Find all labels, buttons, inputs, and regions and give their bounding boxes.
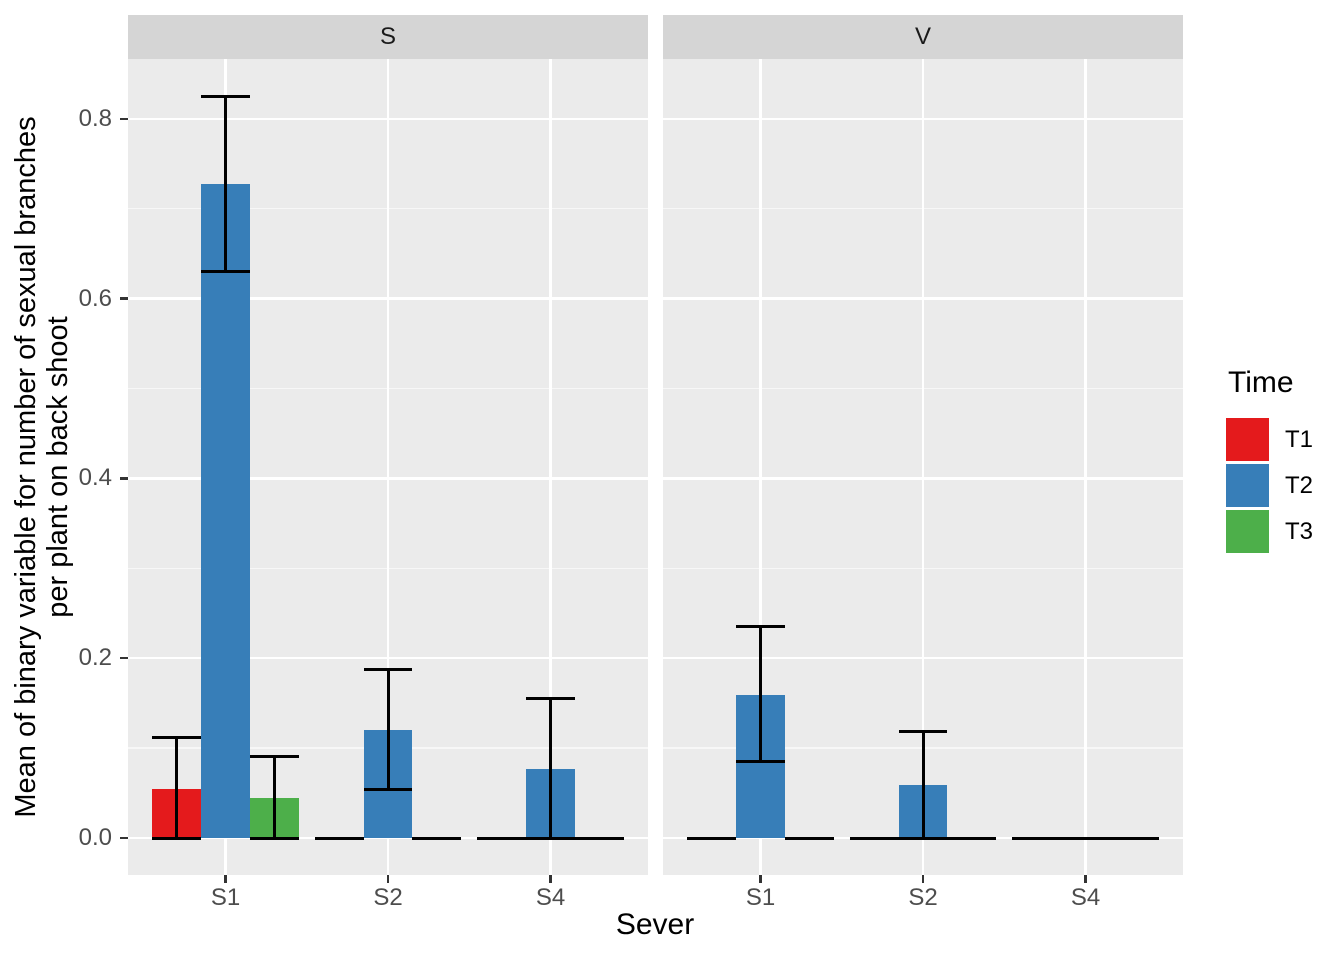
errorbar-s-s1-t1-cap-top xyxy=(152,735,202,739)
x-axis-tick-label: S4 xyxy=(535,884,566,911)
x-axis-tick-mark xyxy=(224,875,227,883)
errorbar-s-s4-t2-cap-top xyxy=(526,697,575,701)
x-axis-tick-label: S2 xyxy=(908,884,938,911)
errorbar-s-s1-t3-line xyxy=(272,756,276,838)
y-axis-tick-label: 0.8 xyxy=(78,104,112,132)
errorbar-s-s4-t2-cap-bottom xyxy=(526,836,575,840)
errorbar-s-s2-t1-cap-bottom xyxy=(314,836,364,840)
legend-title: Time xyxy=(1228,366,1294,399)
y-axis-title-line1: Mean of binary variable for number of se… xyxy=(10,116,42,818)
errorbar-v-s4-t3-cap-bottom xyxy=(1109,836,1159,840)
x-axis-tick-mark xyxy=(759,875,762,883)
legend-label-t1: T1 xyxy=(1285,425,1314,453)
y-axis-tick-label: 0.2 xyxy=(78,644,112,672)
facet-strip-s: S xyxy=(128,15,648,59)
errorbar-s-s2-t3-cap-bottom xyxy=(412,836,462,840)
errorbar-v-s4-t2-cap-bottom xyxy=(1061,836,1110,840)
errorbar-s-s1-t1-line xyxy=(175,737,179,838)
errorbar-s-s1-t2-cap-top xyxy=(201,94,250,98)
errorbar-v-s2-t2-line xyxy=(921,731,925,838)
y-axis-tick-label: 0.4 xyxy=(78,464,112,492)
legend-swatch-t2 xyxy=(1226,464,1269,507)
y-axis-tick-label: 0.0 xyxy=(78,824,112,851)
legend: Time T1 T2 T3 xyxy=(1226,366,1313,556)
x-axis-tick-label: S1 xyxy=(745,884,776,911)
gridline-vertical xyxy=(921,59,925,875)
errorbar-s-s1-t3-cap-top xyxy=(249,754,299,758)
errorbar-s-s2-t2-cap-bottom xyxy=(363,787,413,791)
errorbar-s-s4-t3-cap-bottom xyxy=(574,836,624,840)
facet-panel-s xyxy=(128,59,648,875)
legend-label-t3: T3 xyxy=(1285,517,1314,545)
legend-swatch-t1 xyxy=(1226,418,1269,461)
y-axis-tick-mark xyxy=(120,656,128,660)
y-axis-tick-mark xyxy=(120,297,128,300)
x-axis-tick-label: S1 xyxy=(210,884,241,911)
y-axis-tick-mark xyxy=(120,836,128,840)
errorbar-v-s1-t2-line xyxy=(759,626,762,762)
bar-s-s1-t2 xyxy=(201,184,250,838)
errorbar-v-s1-t2-cap-bottom xyxy=(736,760,785,764)
x-axis-tick-label: S4 xyxy=(1070,884,1101,911)
errorbar-v-s2-t2-cap-bottom xyxy=(898,836,948,840)
gridline-vertical xyxy=(386,59,390,875)
legend-entry-t2: T2 xyxy=(1226,464,1313,507)
errorbar-v-s1-t2-cap-top xyxy=(736,625,785,629)
y-axis-tick-mark xyxy=(120,477,128,480)
errorbar-v-s2-t2-cap-top xyxy=(898,729,948,733)
x-axis-tick-label: S2 xyxy=(373,884,403,911)
x-axis-tick-mark xyxy=(386,875,390,883)
errorbar-s-s1-t2-line xyxy=(224,96,227,272)
legend-label-t2: T2 xyxy=(1285,471,1314,499)
errorbar-v-s2-t3-cap-bottom xyxy=(947,836,997,840)
x-axis-tick-mark xyxy=(921,875,925,883)
errorbar-v-s1-t1-cap-bottom xyxy=(687,836,737,840)
errorbar-s-s1-t1-cap-bottom xyxy=(152,836,202,840)
facet-panel-v xyxy=(663,59,1183,875)
x-axis-tick-mark xyxy=(1084,875,1087,883)
gridline-vertical xyxy=(759,59,762,875)
errorbar-s-s1-t3-cap-bottom xyxy=(249,836,299,840)
errorbar-v-s1-t3-cap-bottom xyxy=(784,836,834,840)
x-axis-tick-mark xyxy=(549,875,552,883)
errorbar-s-s2-t2-cap-top xyxy=(363,668,413,672)
y-axis-tick-label: 0.6 xyxy=(78,284,112,312)
errorbar-v-s4-t1-cap-bottom xyxy=(1012,836,1062,840)
facet-strip-v: V xyxy=(663,15,1183,59)
gridline-vertical xyxy=(1084,59,1087,875)
gridline-vertical xyxy=(549,59,552,875)
errorbar-s-s1-t2-cap-bottom xyxy=(201,270,250,274)
x-axis-title: Sever xyxy=(615,908,695,941)
errorbar-s-s4-t1-cap-bottom xyxy=(477,836,527,840)
errorbar-v-s2-t1-cap-bottom xyxy=(849,836,899,840)
legend-entry-t3: T3 xyxy=(1226,510,1313,553)
y-axis-tick-mark xyxy=(120,117,128,121)
legend-entry-t1: T1 xyxy=(1226,418,1313,461)
errorbar-s-s2-t2-line xyxy=(386,669,390,790)
legend-swatch-t3 xyxy=(1226,510,1269,553)
errorbar-s-s4-t2-line xyxy=(549,698,552,838)
